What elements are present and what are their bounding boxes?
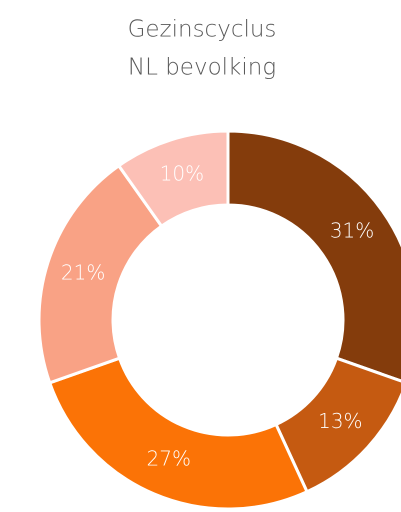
data-label: 21% bbox=[61, 260, 105, 284]
chart-title: NL bevolking bbox=[128, 55, 276, 81]
donut-slice bbox=[37, 163, 164, 385]
data-label: 10% bbox=[160, 162, 204, 186]
data-label: 13% bbox=[318, 409, 362, 433]
donut-slice bbox=[116, 129, 230, 229]
chart-title: Gezinscyclus bbox=[128, 17, 277, 43]
donut-slice bbox=[226, 129, 401, 383]
donut-slice bbox=[47, 356, 309, 511]
data-label: 27% bbox=[147, 446, 191, 470]
data-label: 31% bbox=[330, 219, 374, 243]
